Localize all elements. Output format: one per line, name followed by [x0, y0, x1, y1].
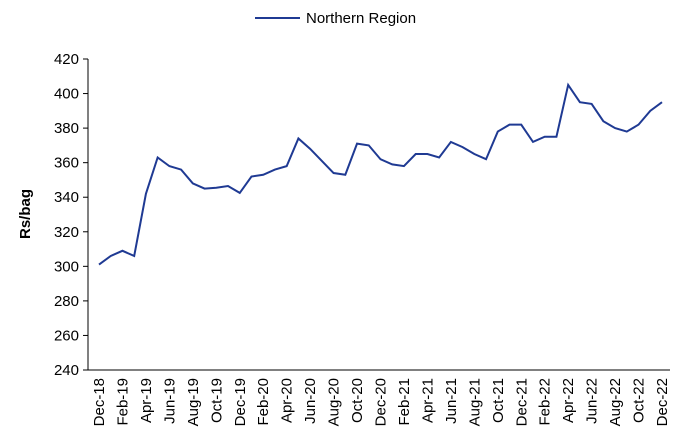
- y-tick-label: 360: [54, 155, 79, 172]
- y-tick-label: 320: [54, 224, 79, 241]
- y-tick-label: 380: [54, 120, 79, 137]
- x-tick-label: Jun-21: [443, 378, 460, 424]
- x-tick-label: Apr-19: [138, 378, 155, 423]
- y-tick-label: 280: [54, 293, 79, 310]
- x-tick-label: Dec-18: [91, 378, 108, 426]
- legend-label: Northern Region: [306, 10, 416, 27]
- x-tick-label: Oct-22: [631, 378, 648, 423]
- x-tick-label: Jun-22: [584, 378, 601, 424]
- x-tick-label: Oct-20: [349, 378, 366, 423]
- x-tick-label: Apr-20: [279, 378, 296, 423]
- x-tick-label: Jun-19: [161, 378, 178, 424]
- x-tick-label: Feb-22: [537, 378, 554, 426]
- x-tick-label: Aug-20: [326, 378, 343, 426]
- x-tick-label: Oct-21: [490, 378, 507, 423]
- x-tick-label: Aug-21: [466, 378, 483, 426]
- y-tick-label: 420: [54, 51, 79, 68]
- x-tick-label: Aug-19: [185, 378, 202, 426]
- x-tick-label: Apr-21: [419, 378, 436, 423]
- y-tick-label: 340: [54, 189, 79, 206]
- x-tick-label: Dec-19: [232, 378, 249, 426]
- x-tick-label: Jun-20: [302, 378, 319, 424]
- y-tick-label: 240: [54, 362, 79, 379]
- x-tick-label: Feb-20: [255, 378, 272, 426]
- x-tick-label: Apr-22: [560, 378, 577, 423]
- x-tick-label: Oct-19: [208, 378, 225, 423]
- y-tick-label: 400: [54, 86, 79, 103]
- y-tick-label: 300: [54, 258, 79, 275]
- x-tick-label: Dec-22: [654, 378, 671, 426]
- data-line: [98, 82, 663, 266]
- x-tick-label: Dec-20: [373, 378, 390, 426]
- y-tick-label: 260: [54, 327, 79, 344]
- x-tick-label: Aug-22: [607, 378, 624, 426]
- x-tick-label: Dec-21: [513, 378, 530, 426]
- y-axis-label: Rs/bag: [17, 189, 34, 239]
- x-tick-label: Feb-21: [396, 378, 413, 426]
- x-tick-label: Feb-19: [114, 378, 131, 426]
